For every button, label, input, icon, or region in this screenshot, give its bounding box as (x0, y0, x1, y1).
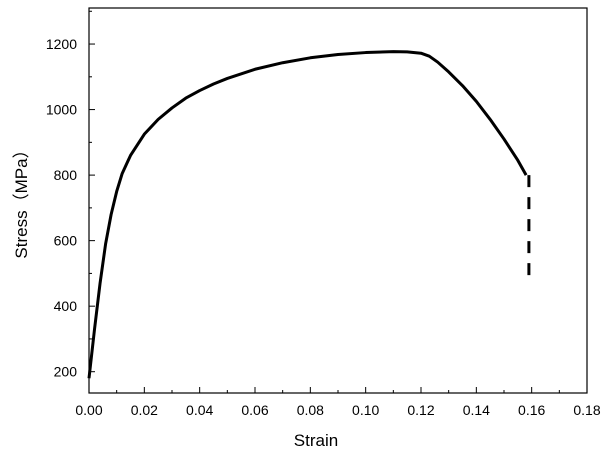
x-axis-title: Strain (294, 431, 338, 450)
x-tick-label: 0.06 (241, 402, 268, 418)
x-tick-label: 0.08 (297, 402, 324, 418)
x-tick-label: 0.04 (186, 402, 213, 418)
y-tick-label: 800 (54, 167, 78, 183)
x-axis-ticks: 0.00 0.02 0.04 0.06 0.08 0.10 0.12 0.14 0.16 0.18 (75, 387, 601, 418)
series-layer (87, 50, 531, 379)
x-tick-label: 0.18 (573, 402, 600, 418)
x-tick-label: 0.12 (407, 402, 434, 418)
y-tick-label: 400 (54, 298, 78, 314)
y-axis-title: Stress（MPa） (12, 141, 31, 258)
y-tick-label: 200 (54, 364, 78, 380)
x-tick-label: 0.00 (75, 402, 102, 418)
x-tick-label: 0.10 (352, 402, 379, 418)
stress-strain-curve (87, 50, 528, 379)
y-tick-label: 600 (54, 233, 78, 249)
y-tick-label: 1200 (46, 36, 77, 52)
y-axis-ticks: 200 400 600 800 1000 1200 (46, 10, 95, 380)
plot-frame (88, 7, 588, 394)
x-tick-label: 0.16 (518, 402, 545, 418)
x-tick-label: 0.02 (131, 402, 158, 418)
y-tick-label: 1000 (46, 102, 77, 118)
x-tick-label: 0.14 (463, 402, 490, 418)
